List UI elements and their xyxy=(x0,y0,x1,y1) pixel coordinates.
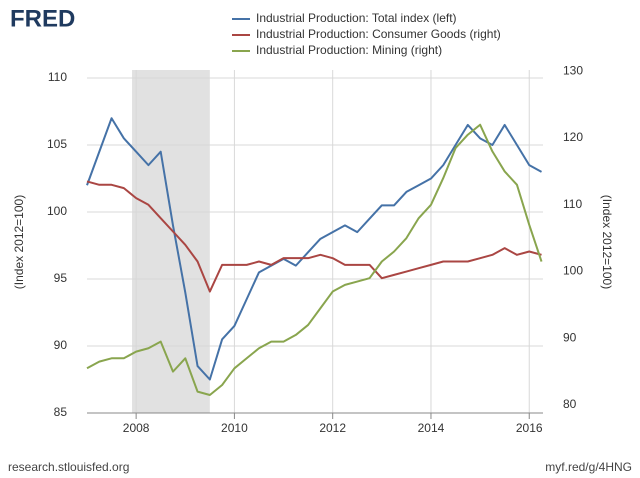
y2-tick-label: 130 xyxy=(563,64,583,78)
y-tick-label: 100 xyxy=(47,204,67,218)
y-tick-label: 95 xyxy=(54,271,68,285)
legend-label: Industrial Production: Consumer Goods (r… xyxy=(256,27,501,41)
x-tick-label: 2008 xyxy=(123,421,150,435)
y2-axis-label: (Index 2012=100) xyxy=(600,195,614,289)
footer-link: myf.red/g/4HNG xyxy=(545,460,632,474)
legend-label: Industrial Production: Mining (right) xyxy=(256,43,442,57)
y2-tick-label: 120 xyxy=(563,130,583,144)
footer-source: research.stlouisfed.org xyxy=(8,460,129,474)
y2-tick-label: 80 xyxy=(563,397,577,411)
y-axis-label: (Index 2012=100) xyxy=(12,195,26,289)
y2-tick-label: 90 xyxy=(563,330,577,344)
y-tick-label: 90 xyxy=(54,338,68,352)
brand-logo: FRED xyxy=(10,5,75,32)
series-line xyxy=(86,180,542,293)
x-tick-label: 2012 xyxy=(319,421,346,435)
y-tick-label: 85 xyxy=(54,405,68,419)
series-line xyxy=(86,123,543,396)
y2-tick-label: 100 xyxy=(563,264,583,278)
x-tick-label: 2010 xyxy=(221,421,248,435)
legend-label: Industrial Production: Total index (left… xyxy=(256,11,457,25)
recession-shade xyxy=(132,70,210,413)
y2-tick-label: 110 xyxy=(563,197,582,211)
y-tick-label: 110 xyxy=(48,70,67,84)
y-tick-label: 105 xyxy=(47,137,67,151)
x-tick-label: 2016 xyxy=(516,421,543,435)
x-tick-label: 2014 xyxy=(418,421,445,435)
series-line xyxy=(86,117,543,381)
